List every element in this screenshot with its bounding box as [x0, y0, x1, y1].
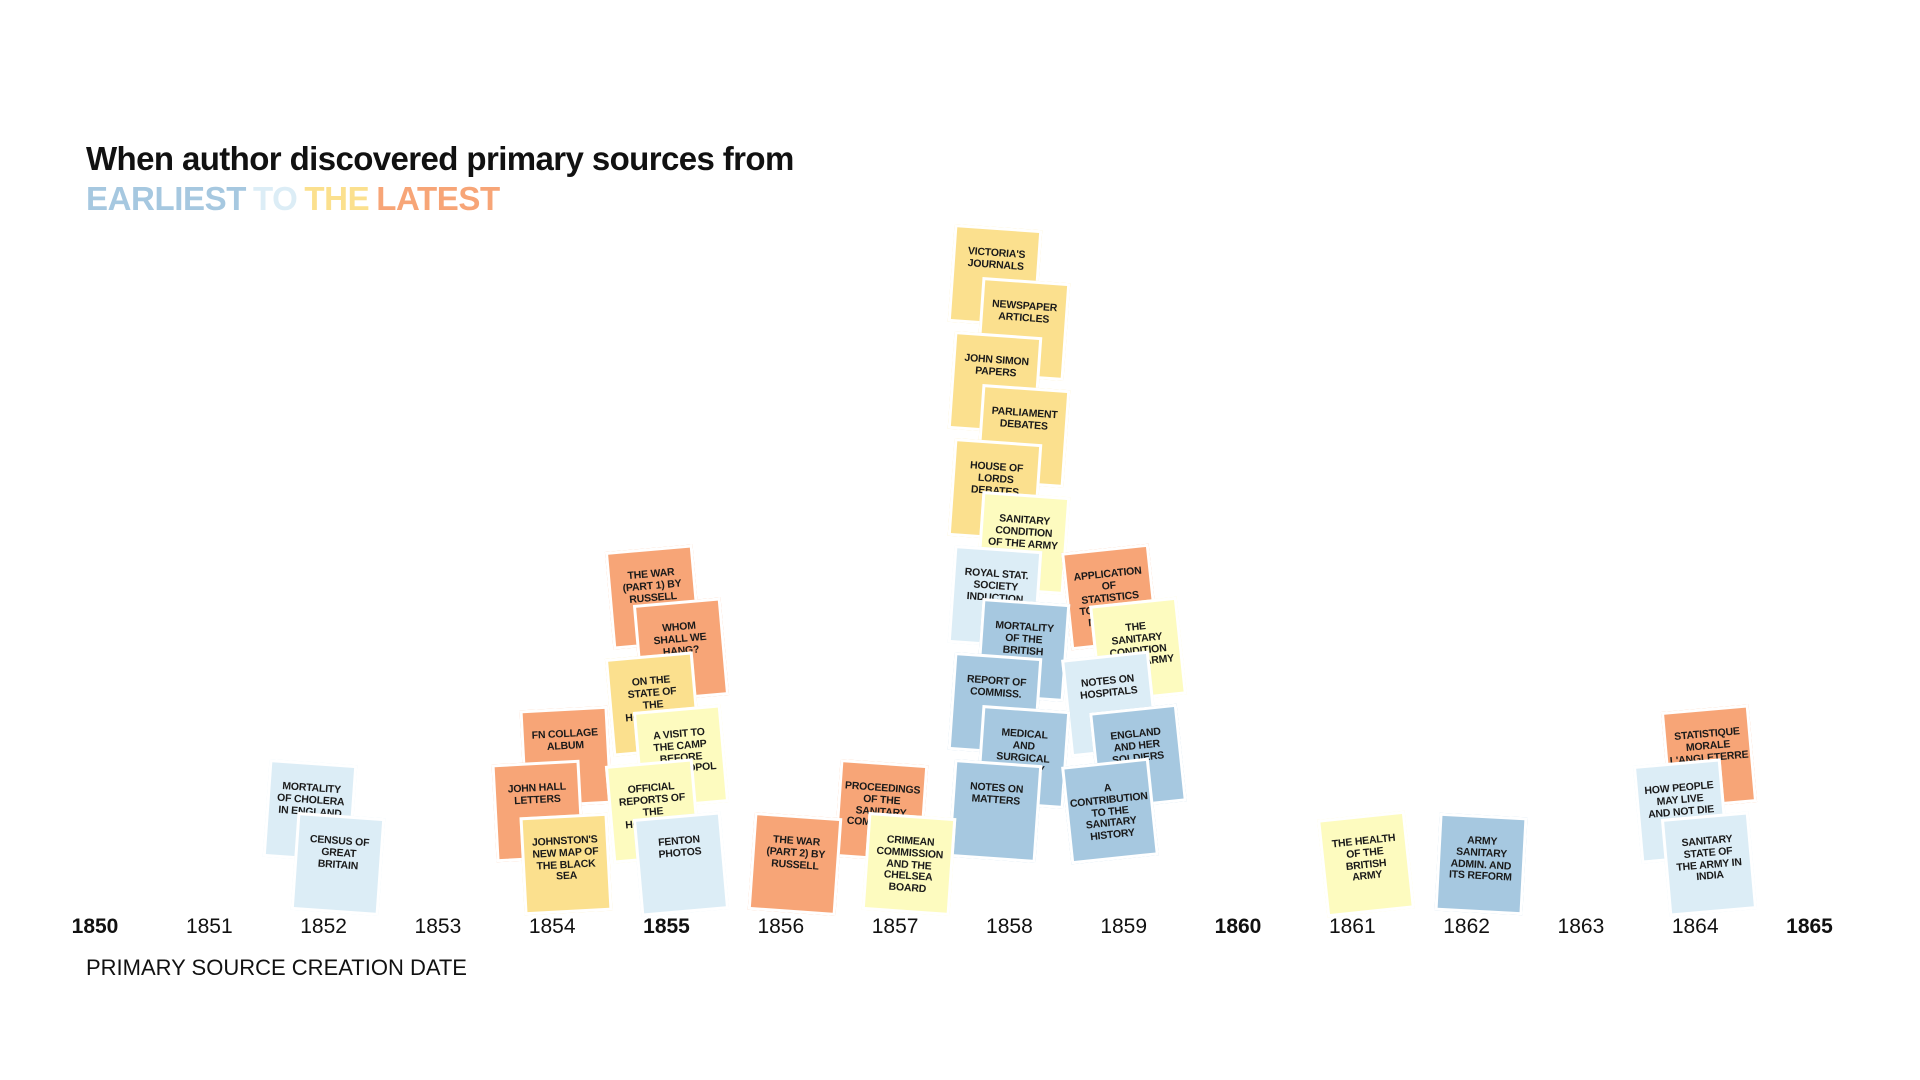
x-tick-label: 1850 [71, 915, 119, 938]
x-tick-label: 1853 [414, 915, 462, 938]
x-tick-label: 1857 [871, 915, 919, 938]
x-tick-label: 1864 [1671, 915, 1719, 938]
subtitle-word-the: THE [304, 180, 370, 217]
chart-subtitle: EARLIEST TO THE LATEST [86, 180, 794, 218]
x-axis-label: PRIMARY SOURCE CREATION DATE [86, 955, 467, 980]
x-tick-label: 1865 [1786, 915, 1833, 938]
chart-title: When author discovered primary sources f… [86, 140, 794, 177]
x-tick-label: 1861 [1328, 915, 1376, 938]
x-tick-label: 1854 [528, 915, 576, 938]
x-tick-label: 1851 [185, 915, 233, 938]
subtitle-word-earliest: EARLIEST [86, 180, 246, 217]
x-tick-label: 1852 [300, 915, 347, 938]
x-tick-label: 1862 [1443, 915, 1490, 938]
x-tick-label: 1858 [986, 915, 1033, 938]
x-tick-label: 1856 [757, 915, 805, 938]
x-tick-label: 1859 [1100, 915, 1148, 938]
x-tick-label: 1855 [643, 915, 690, 938]
title-block: When author discovered primary sources f… [86, 140, 794, 218]
x-tick-label: 1860 [1214, 915, 1262, 938]
subtitle-word-to: TO [252, 180, 298, 217]
x-tick-label: 1863 [1557, 915, 1605, 938]
subtitle-word-latest: LATEST [376, 180, 500, 217]
